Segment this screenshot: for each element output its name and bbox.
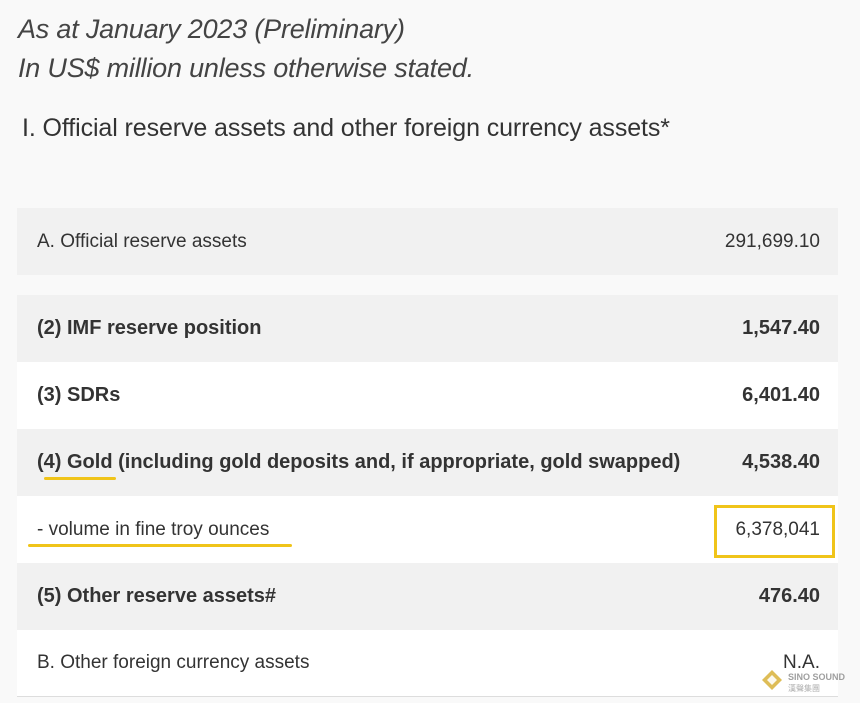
row-label: - volume in fine troy ounces xyxy=(37,518,270,540)
row-value: 1,547.40 xyxy=(742,317,820,339)
table-row-other-reserve-assets: (5) Other reserve assets# 476.40 xyxy=(17,563,838,630)
row-label: B. Other foreign currency assets xyxy=(37,652,310,673)
table-row-other-foreign-currency-assets: B. Other foreign currency assets N.A. xyxy=(17,630,838,697)
row-label: (4) Gold (including gold deposits and, i… xyxy=(37,451,680,474)
table-row-gold: (4) Gold (including gold deposits and, i… xyxy=(17,429,838,496)
table-row-sdrs: (3) SDRs 6,401.40 xyxy=(17,362,838,429)
table-row-gold-volume: - volume in fine troy ounces 6,378,041 xyxy=(17,496,838,563)
row-label: (5) Other reserve assets# xyxy=(37,585,277,607)
report-header: As at January 2023 (Preliminary) In US$ … xyxy=(18,10,474,88)
svg-text:SINO SOUND: SINO SOUND xyxy=(788,672,846,682)
gold-prefix: (4) xyxy=(37,451,67,473)
row-value: 6,378,041 xyxy=(735,518,820,540)
row-value: 4,538.40 xyxy=(742,451,820,473)
reserves-table: A. Official reserve assets 291,699.10 (2… xyxy=(17,208,838,697)
row-value: 476.40 xyxy=(758,585,820,607)
row-label: (2) IMF reserve position xyxy=(37,317,262,339)
report-date: As at January 2023 (Preliminary) xyxy=(18,14,405,44)
section-title: I. Official reserve assets and other for… xyxy=(22,114,670,142)
watermark-logo: SINO SOUND 漢聲集團 xyxy=(760,666,856,698)
table-row-imf-reserve-position: (2) IMF reserve position 1,547.40 xyxy=(17,295,838,362)
gold-word: Gold xyxy=(67,451,113,473)
volume-underline-highlight xyxy=(28,544,292,547)
gold-underline-highlight xyxy=(44,477,116,480)
row-value: N.A. xyxy=(783,652,820,673)
units-note: In US$ million unless otherwise stated. xyxy=(18,53,474,83)
svg-text:漢聲集團: 漢聲集團 xyxy=(788,683,820,693)
table-row-official-reserve-assets: A. Official reserve assets 291,699.10 xyxy=(17,208,838,275)
row-label: (3) SDRs xyxy=(37,384,121,406)
row-label: A. Official reserve assets xyxy=(37,230,247,252)
row-value: 6,401.40 xyxy=(742,384,820,406)
table-spacer xyxy=(17,275,838,295)
volume-value-highlight-box xyxy=(714,505,835,558)
sino-sound-logo-icon: SINO SOUND 漢聲集團 xyxy=(762,670,846,693)
row-value: 291,699.10 xyxy=(724,230,820,252)
gold-description: (including gold deposits and, if appropr… xyxy=(112,451,681,473)
